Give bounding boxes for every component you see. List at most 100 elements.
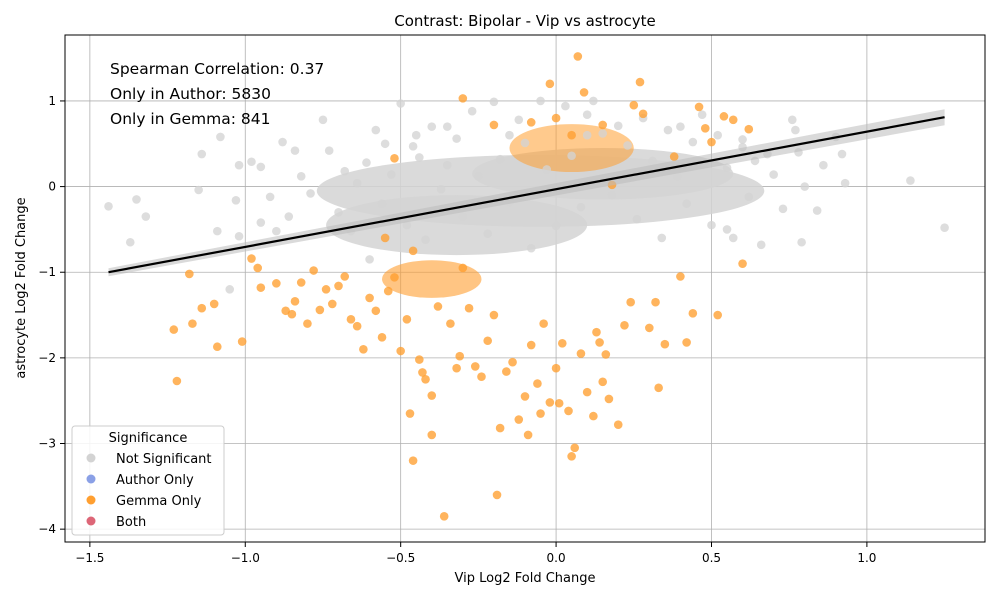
point-not-significant [505,130,514,140]
point-not-significant [688,137,698,147]
point-not-significant [436,184,446,194]
point-gemma-only [237,337,247,346]
point-not-significant [306,189,315,198]
point-gemma-only [536,409,545,418]
point-not-significant [318,115,328,125]
point-not-significant [334,207,343,217]
point-not-significant [778,204,788,214]
point-gemma-only [654,383,663,393]
point-not-significant [408,142,418,151]
annotation-spearman: Spearman Correlation: 0.37 [110,60,324,78]
point-gemma-only [169,325,179,334]
point-gemma-only [185,269,194,279]
point-not-significant [791,125,800,135]
point-not-significant [489,97,499,107]
point-not-significant [648,156,657,166]
point-gemma-only [595,338,604,347]
point-not-significant [467,106,477,116]
point-not-significant [278,137,287,147]
point-not-significant [415,153,424,162]
point-gemma-only [744,124,754,134]
point-not-significant [582,130,592,140]
point-gemma-only [638,109,648,119]
point-gemma-only [489,310,499,320]
point-gemma-only [315,305,325,315]
point-not-significant [787,115,797,125]
point-gemma-only [421,374,430,384]
point-gemma-only [439,512,449,521]
point-not-significant [452,134,461,143]
point-gemma-only [573,52,583,61]
point-not-significant [284,212,294,221]
legend-box [71,425,225,536]
y-tick-label: −4 [38,522,56,536]
point-gemma-only [287,309,297,319]
point-not-significant [837,149,847,159]
point-gemma-only [635,77,645,87]
point-not-significant [697,110,707,119]
point-not-significant [561,101,570,111]
point-gemma-only [545,398,555,407]
point-not-significant [125,237,135,247]
point-not-significant [722,225,732,234]
point-not-significant [421,235,430,244]
point-gemma-only [408,456,418,465]
point-not-significant [797,237,806,247]
point-not-significant [340,166,350,176]
point-gemma-only [551,113,561,123]
point-not-significant [365,255,374,264]
x-tick-label: 1.0 [857,551,876,565]
point-not-significant [722,163,732,173]
point-gemma-only [738,259,747,268]
y-tick-label: 0 [48,180,56,194]
point-gemma-only [533,379,542,388]
point-not-significant [738,135,747,144]
legend-marker-author-only [86,474,96,484]
point-gemma-only [405,409,415,418]
point-gemma-only [564,406,573,416]
point-gemma-only [669,152,679,161]
point-gemma-only [253,263,263,273]
point-not-significant [623,141,632,150]
point-not-significant [324,146,334,155]
point-not-significant [458,212,468,221]
point-not-significant [380,139,390,149]
point-not-significant [744,192,754,202]
x-tick-label: 0.0 [547,551,566,565]
point-gemma-only [660,339,670,349]
point-gemma-only [172,376,182,386]
point-gemma-only [545,79,555,89]
point-not-significant [567,151,576,161]
y-tick-label: 1 [48,94,56,108]
legend-label-author-only: Author Only [116,473,194,488]
point-gemma-only [719,112,729,121]
point-not-significant [256,162,266,172]
point-not-significant [663,125,673,135]
point-gemma-only [492,490,502,500]
point-gemma-only [651,297,660,307]
point-not-significant [940,223,949,232]
point-not-significant [256,218,266,227]
point-not-significant [216,132,225,142]
legend-label-both: Both [116,515,146,530]
point-gemma-only [567,452,576,461]
point-gemma-only [576,349,586,358]
point-not-significant [377,199,387,209]
point-gemma-only [340,272,350,281]
point-gemma-only [567,130,576,140]
point-not-significant [474,172,483,181]
point-gemma-only [455,351,465,361]
point-gemma-only [477,372,486,382]
point-not-significant [442,122,452,131]
plot-frame [64,34,986,543]
point-gemma-only [694,102,704,112]
point-not-significant [800,182,810,191]
point-gemma-only [390,154,399,163]
point-not-significant [672,172,682,181]
point-gemma-only [272,279,281,288]
point-not-significant [362,158,371,167]
point-not-significant [197,149,207,159]
point-gemma-only [629,100,639,110]
point-gemma-only [626,297,635,307]
dense-cloud-gemma-lower [382,260,482,298]
